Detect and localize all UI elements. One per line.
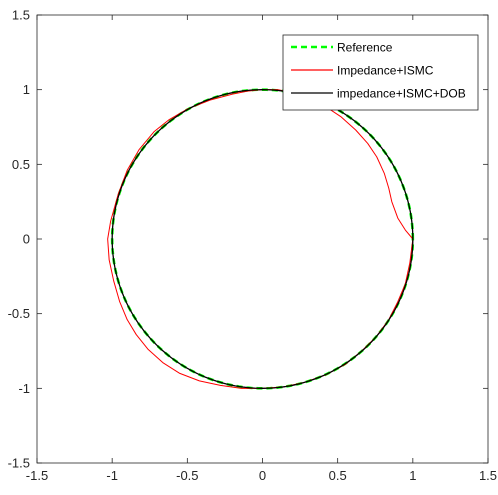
y-tick-label: 1.5	[12, 8, 30, 23]
y-tick-label: -1	[18, 381, 30, 396]
x-tick-label: -1	[106, 468, 118, 483]
legend-label-impedance-ismc-dob: impedance+ISMC+DOB	[337, 87, 466, 101]
legend: Reference Impedance+ISMC impedance+ISMC+DO…	[282, 34, 479, 111]
x-tick-label: 0	[259, 468, 266, 483]
y-tick-label: -0.5	[8, 306, 30, 321]
legend-label-reference: Reference	[337, 41, 393, 55]
legend-label-impedance-ismc: Impedance+ISMC	[337, 64, 434, 78]
y-tick-label: 0.5	[12, 157, 30, 172]
y-tick-label: 0	[23, 232, 30, 247]
x-tick-label: -1.5	[26, 468, 48, 483]
y-tick-label: -1.5	[8, 456, 30, 471]
x-tick-label: 1.5	[479, 468, 497, 483]
x-tick-label: -0.5	[176, 468, 198, 483]
x-tick-label: 0.5	[329, 468, 347, 483]
x-tick-label: 1	[409, 468, 416, 483]
axes: -1.5 -1 -0.5 0 0.5 1 1.5 -1.5 -1 -0.5 0 0.5 1 1.5	[8, 8, 497, 484]
y-tick-label: 1	[23, 82, 30, 97]
